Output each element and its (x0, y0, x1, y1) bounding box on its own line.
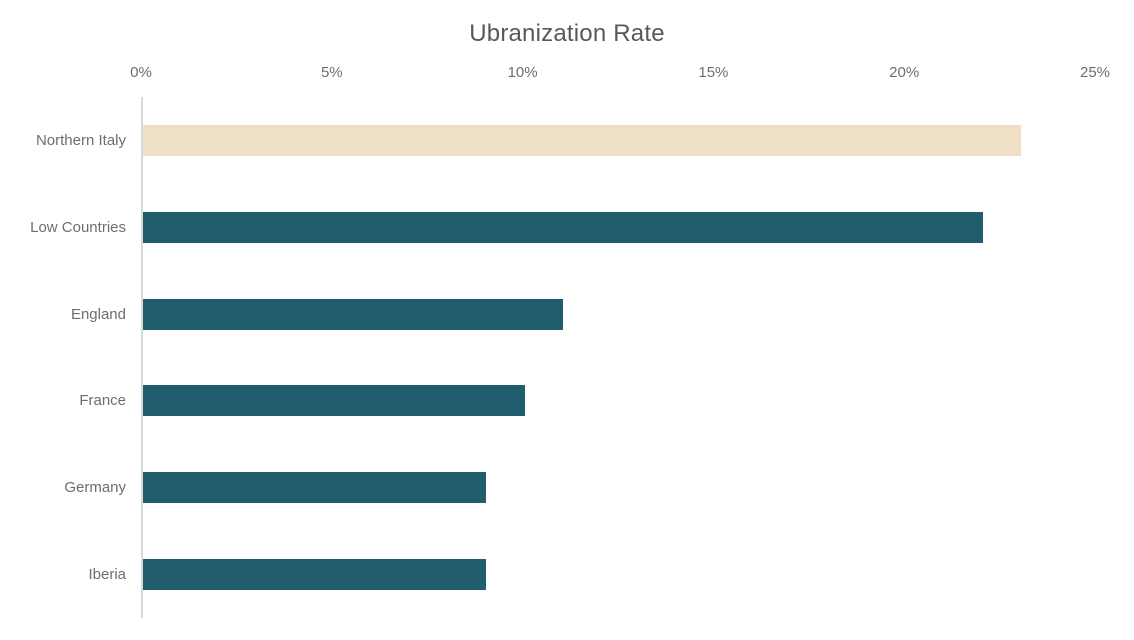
y-axis-label: Low Countries (30, 218, 126, 236)
bar-iberia (143, 559, 487, 591)
bar-france (143, 385, 525, 417)
x-axis: 0% 5% 10% 15% 20% 25% (0, 64, 1134, 84)
chart-title: Ubranization Rate (469, 20, 665, 47)
x-axis-tick-label: 15% (698, 64, 729, 81)
bar-germany (143, 472, 487, 504)
bar-low-countries (143, 211, 983, 243)
x-axis-tick-label: 0% (130, 64, 152, 81)
x-axis-tick-label: 20% (889, 64, 920, 81)
plot-area (141, 97, 1095, 618)
x-axis-tick-label: 10% (507, 64, 538, 81)
x-axis-tick-label: 25% (1079, 64, 1111, 81)
y-axis-line (141, 97, 143, 618)
y-axis-label: England (70, 305, 126, 323)
bar-northern-italy (143, 124, 1021, 156)
y-axis-label: Northern Italy (35, 131, 126, 149)
y-axis-label: Iberia (88, 566, 126, 584)
x-axis-tick-label: 5% (320, 64, 343, 81)
y-axis-label: Germany (64, 479, 126, 497)
bar-england (143, 298, 563, 330)
y-axis-label: France (79, 392, 126, 410)
